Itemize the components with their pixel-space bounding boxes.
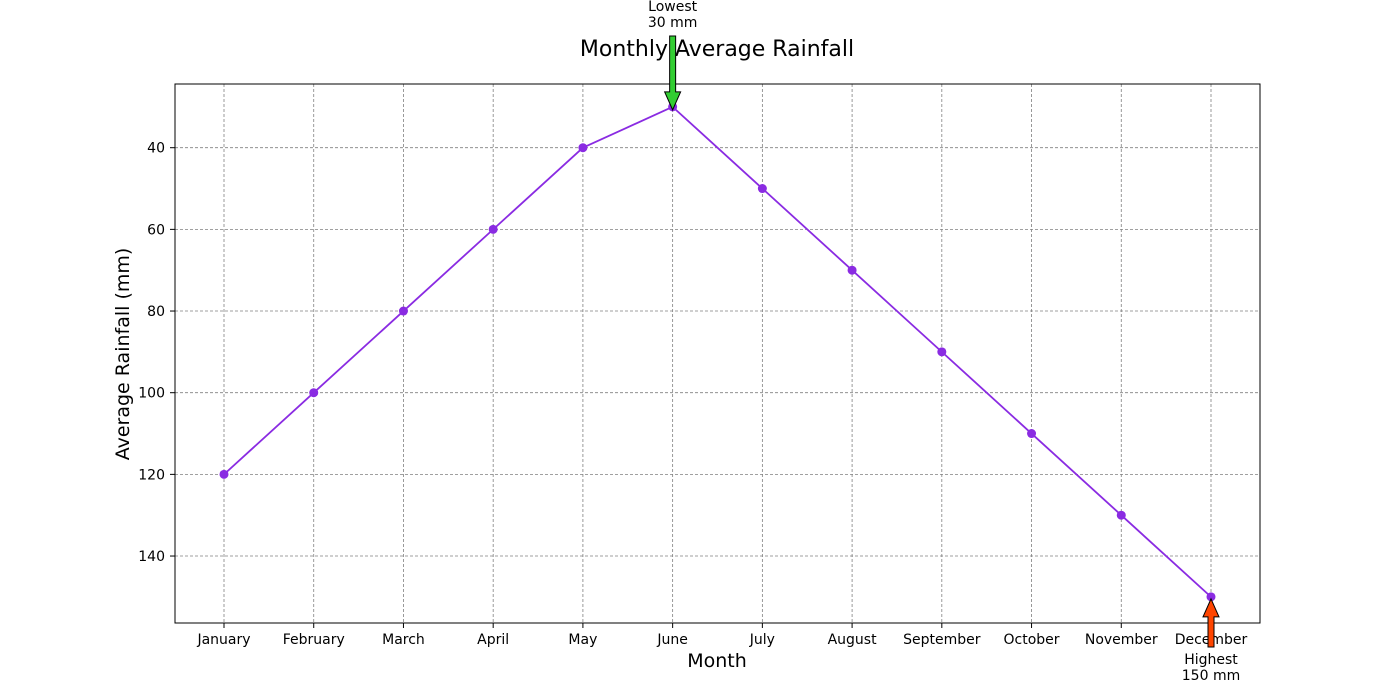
x-tick-label: February xyxy=(283,632,345,648)
chart-title: Monthly Average Rainfall xyxy=(580,37,854,62)
y-tick-label: 100 xyxy=(138,386,165,402)
data-points xyxy=(219,102,1216,602)
x-tick-label: January xyxy=(196,632,250,648)
lowest-annotation-arrow xyxy=(663,35,682,112)
x-tick-label: April xyxy=(477,632,509,648)
axes xyxy=(170,83,1261,628)
data-point xyxy=(757,184,767,194)
highest-annotation-value: 150 mm xyxy=(1182,668,1240,684)
x-tick-label: June xyxy=(656,632,688,648)
y-tick-label: 40 xyxy=(147,141,165,157)
y-tick-label: 120 xyxy=(138,467,165,483)
x-tick-label: March xyxy=(382,632,425,648)
data-point xyxy=(309,388,319,398)
x-tick-label: November xyxy=(1085,632,1158,648)
data-point xyxy=(1027,429,1037,439)
x-tick-label: October xyxy=(1004,632,1060,648)
y-axis-label: Average Rainfall (mm) xyxy=(112,248,134,461)
data-point xyxy=(219,469,229,479)
lowest-annotation-label: Lowest xyxy=(648,0,697,15)
y-tick-label: 140 xyxy=(138,549,165,565)
x-tick-label: July xyxy=(749,632,775,648)
x-tick-label: August xyxy=(828,632,878,648)
data-point xyxy=(847,265,857,275)
x-tick-label: September xyxy=(903,632,981,648)
tick-labels: January February March April May June July Augu… xyxy=(138,141,1247,648)
x-axis-label: Month xyxy=(687,650,747,672)
y-tick-label: 60 xyxy=(147,222,165,238)
data-point xyxy=(488,224,498,234)
lowest-annotation-value: 30 mm xyxy=(648,15,698,31)
data-point xyxy=(1206,592,1216,602)
highest-annotation-arrow xyxy=(1202,597,1220,648)
data-point xyxy=(578,143,588,153)
plot-frame xyxy=(174,83,1261,624)
data-point xyxy=(398,306,408,316)
grid xyxy=(175,84,1260,623)
highest-annotation-label: Highest xyxy=(1184,652,1238,668)
y-tick-label: 80 xyxy=(147,304,165,320)
data-point xyxy=(1116,510,1126,520)
series-line xyxy=(223,105,1212,598)
series-line-layer xyxy=(223,105,1212,598)
x-tick-label: May xyxy=(568,632,597,648)
data-point xyxy=(937,347,947,357)
